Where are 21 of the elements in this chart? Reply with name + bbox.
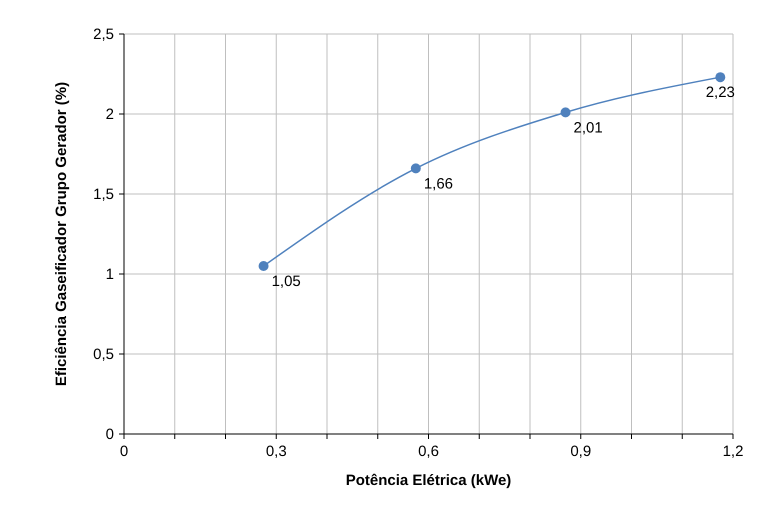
x-tick-label: 1,2 <box>722 443 744 460</box>
point <box>715 72 726 82</box>
y-tick-label: 2,5 <box>93 26 114 43</box>
x-axis-title: Potência Elétrica (kWe) <box>346 472 512 489</box>
y-axis-title: Eficiência Gaseificador Grupo Gerador (%) <box>53 82 70 386</box>
y-tick-label: 0 <box>106 426 114 443</box>
x-tick-label: 0 <box>120 443 128 460</box>
data-label: 1,66 <box>424 175 454 192</box>
data-label: 2,23 <box>706 84 735 102</box>
y-tick-label: 0,5 <box>93 346 114 363</box>
point <box>410 163 421 174</box>
x-tick-label: 0,9 <box>570 443 592 460</box>
x-tick-label: 0,3 <box>266 443 287 460</box>
data-label: 1,05 <box>272 273 301 290</box>
data-label: 2,01 <box>574 119 603 136</box>
point <box>560 107 571 118</box>
y-tick-label: 1 <box>106 266 114 283</box>
y-tick-label: 2 <box>106 106 114 123</box>
x-tick-label: 0,6 <box>418 443 439 460</box>
y-tick-label: 1,5 <box>93 186 114 203</box>
point <box>258 261 269 271</box>
